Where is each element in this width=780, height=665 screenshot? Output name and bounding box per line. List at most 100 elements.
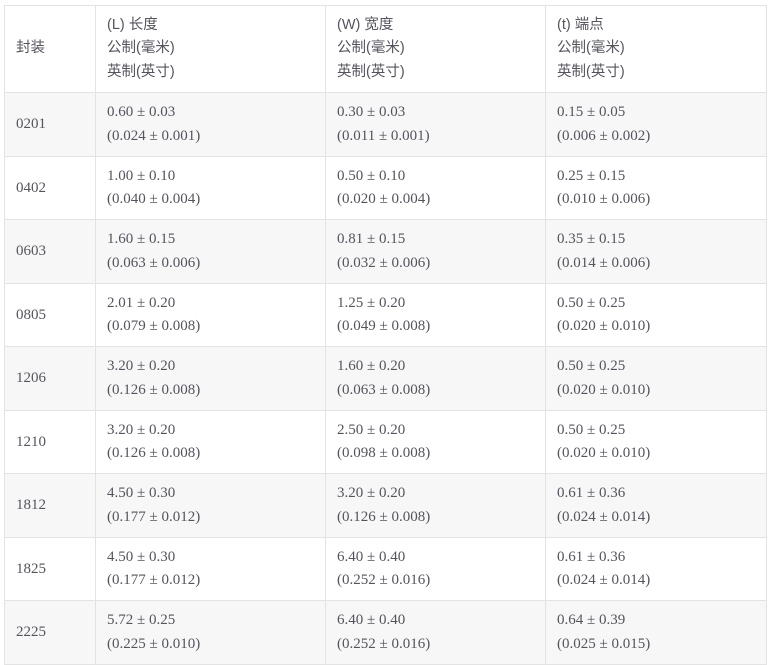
column-header-width-title: (W) 宽度	[337, 17, 394, 33]
cell-package: 2225	[4, 600, 96, 665]
cell-terminal-imperial: (0.024 ± 0.014)	[557, 508, 651, 525]
cell-package: 1210	[4, 409, 96, 475]
cell-width: 1.25 ± 0.20 (0.049 ± 0.008)	[325, 282, 546, 348]
cell-width-imperial: (0.011 ± 0.001)	[337, 127, 430, 144]
cell-terminal-metric: 0.15 ± 0.05	[557, 104, 626, 121]
cell-length-imperial: (0.126 ± 0.008)	[107, 445, 201, 462]
cell-width-metric: 0.81 ± 0.15	[337, 231, 406, 248]
cell-length-metric: 4.50 ± 0.30	[107, 548, 176, 565]
cell-terminal: 0.50 ± 0.25 (0.020 ± 0.010)	[545, 409, 767, 475]
column-header-width-imperial: 英制(英寸)	[337, 63, 405, 80]
cell-width: 1.60 ± 0.20 (0.063 ± 0.008)	[325, 346, 546, 411]
cell-width-imperial: (0.098 ± 0.008)	[337, 445, 431, 462]
cell-width: 6.40 ± 0.40 (0.252 ± 0.016)	[325, 600, 546, 665]
cell-length: 1.60 ± 0.15 (0.063 ± 0.006)	[95, 219, 326, 284]
cell-length-imperial: (0.063 ± 0.006)	[107, 254, 201, 271]
cell-terminal-metric: 0.25 ± 0.15	[557, 167, 626, 184]
table-row: 2225 5.72 ± 0.25 (0.225 ± 0.010) 6.40 ± …	[4, 600, 767, 665]
table-row: 0603 1.60 ± 0.15 (0.063 ± 0.006) 0.81 ± …	[4, 219, 767, 284]
column-header-terminal-title: (t) 端点	[557, 17, 604, 33]
cell-terminal-metric: 0.64 ± 0.39	[557, 612, 626, 629]
cell-width-metric: 0.30 ± 0.03	[337, 104, 406, 121]
cell-terminal: 0.61 ± 0.36 (0.024 ± 0.014)	[545, 473, 767, 538]
cell-length-imperial: (0.126 ± 0.008)	[107, 381, 201, 398]
cell-width-imperial: (0.020 ± 0.004)	[337, 191, 431, 208]
table-header: 封装 (L) 长度 公制(毫米) 英制(英寸) (W) 宽度 公制(毫米) 英制…	[4, 4, 767, 94]
cell-length-imperial: (0.177 ± 0.012)	[107, 508, 201, 525]
cell-terminal-imperial: (0.006 ± 0.002)	[557, 127, 651, 144]
column-header-length-metric: 公制(毫米)	[107, 40, 175, 57]
cell-terminal: 0.50 ± 0.25 (0.020 ± 0.010)	[545, 346, 767, 411]
cell-width: 0.81 ± 0.15 (0.032 ± 0.006)	[325, 219, 546, 284]
cell-package: 0402	[4, 155, 96, 221]
cell-length: 3.20 ± 0.20 (0.126 ± 0.008)	[95, 346, 326, 411]
cell-width: 3.20 ± 0.20 (0.126 ± 0.008)	[325, 473, 546, 538]
cell-length: 5.72 ± 0.25 (0.225 ± 0.010)	[95, 600, 326, 665]
cell-width-metric: 1.25 ± 0.20	[337, 294, 406, 311]
cell-package: 1812	[4, 473, 96, 538]
column-header-package-label: 封装	[16, 40, 45, 57]
cell-width: 0.30 ± 0.03 (0.011 ± 0.001)	[325, 92, 546, 157]
cell-package: 1825	[4, 536, 96, 602]
cell-length: 4.50 ± 0.30 (0.177 ± 0.012)	[95, 473, 326, 538]
cell-terminal-metric: 0.50 ± 0.25	[557, 358, 626, 375]
cell-width: 0.50 ± 0.10 (0.020 ± 0.004)	[325, 155, 546, 221]
cell-length-imperial: (0.177 ± 0.012)	[107, 572, 201, 589]
cell-terminal: 0.25 ± 0.15 (0.010 ± 0.006)	[545, 155, 767, 221]
cell-terminal: 0.15 ± 0.05 (0.006 ± 0.002)	[545, 92, 767, 157]
cell-width-imperial: (0.252 ± 0.016)	[337, 572, 431, 589]
column-header-terminal-metric: 公制(毫米)	[557, 40, 625, 57]
column-header-package: 封装	[4, 4, 96, 94]
table-row: 1210 3.20 ± 0.20 (0.126 ± 0.008) 2.50 ± …	[4, 409, 767, 475]
cell-length-metric: 3.20 ± 0.20	[107, 421, 176, 438]
cell-length-metric: 3.20 ± 0.20	[107, 358, 176, 375]
table-row: 0402 1.00 ± 0.10 (0.040 ± 0.004) 0.50 ± …	[4, 155, 767, 221]
cell-package: 0603	[4, 219, 96, 284]
cell-length: 2.01 ± 0.20 (0.079 ± 0.008)	[95, 282, 326, 348]
table-row: 0201 0.60 ± 0.03 (0.024 ± 0.001) 0.30 ± …	[4, 92, 767, 157]
cell-terminal-imperial: (0.020 ± 0.010)	[557, 381, 651, 398]
cell-package: 0201	[4, 92, 96, 157]
table-row: 1812 4.50 ± 0.30 (0.177 ± 0.012) 3.20 ± …	[4, 473, 767, 538]
table-row: 1206 3.20 ± 0.20 (0.126 ± 0.008) 1.60 ± …	[4, 346, 767, 411]
cell-terminal-metric: 0.50 ± 0.25	[557, 421, 626, 438]
cell-width-imperial: (0.063 ± 0.008)	[337, 381, 431, 398]
column-header-terminal-imperial: 英制(英寸)	[557, 63, 625, 80]
package-dimensions-table-container: 封装 (L) 长度 公制(毫米) 英制(英寸) (W) 宽度 公制(毫米) 英制…	[4, 4, 767, 665]
cell-length: 1.00 ± 0.10 (0.040 ± 0.004)	[95, 155, 326, 221]
cell-width-metric: 2.50 ± 0.20	[337, 421, 406, 438]
cell-length-imperial: (0.225 ± 0.010)	[107, 635, 201, 652]
cell-package: 1206	[4, 346, 96, 411]
cell-package: 0805	[4, 282, 96, 348]
cell-terminal-metric: 0.61 ± 0.36	[557, 548, 626, 565]
column-header-width-metric: 公制(毫米)	[337, 40, 405, 57]
cell-width-imperial: (0.032 ± 0.006)	[337, 254, 431, 271]
table-header-row: 封装 (L) 长度 公制(毫米) 英制(英寸) (W) 宽度 公制(毫米) 英制…	[4, 4, 767, 94]
cell-width-metric: 6.40 ± 0.40	[337, 612, 406, 629]
cell-length-metric: 5.72 ± 0.25	[107, 612, 176, 629]
cell-length-imperial: (0.079 ± 0.008)	[107, 318, 201, 335]
cell-width-metric: 3.20 ± 0.20	[337, 485, 406, 502]
cell-width-imperial: (0.126 ± 0.008)	[337, 508, 431, 525]
column-header-width: (W) 宽度 公制(毫米) 英制(英寸)	[325, 4, 546, 94]
cell-length-imperial: (0.024 ± 0.001)	[107, 127, 201, 144]
cell-length-metric: 1.00 ± 0.10	[107, 167, 176, 184]
column-header-terminal: (t) 端点 公制(毫米) 英制(英寸)	[545, 4, 767, 94]
column-header-length: (L) 长度 公制(毫米) 英制(英寸)	[95, 4, 326, 94]
cell-terminal-imperial: (0.020 ± 0.010)	[557, 445, 651, 462]
cell-terminal: 0.61 ± 0.36 (0.024 ± 0.014)	[545, 536, 767, 602]
cell-length-metric: 1.60 ± 0.15	[107, 231, 176, 248]
cell-length-metric: 0.60 ± 0.03	[107, 104, 176, 121]
cell-terminal: 0.35 ± 0.15 (0.014 ± 0.006)	[545, 219, 767, 284]
cell-terminal: 0.64 ± 0.39 (0.025 ± 0.015)	[545, 600, 767, 665]
cell-width-metric: 6.40 ± 0.40	[337, 548, 406, 565]
cell-terminal-imperial: (0.014 ± 0.006)	[557, 254, 651, 271]
cell-terminal-imperial: (0.020 ± 0.010)	[557, 318, 651, 335]
cell-terminal-imperial: (0.024 ± 0.014)	[557, 572, 651, 589]
column-header-length-imperial: 英制(英寸)	[107, 63, 175, 80]
cell-terminal-metric: 0.61 ± 0.36	[557, 485, 626, 502]
cell-width-imperial: (0.049 ± 0.008)	[337, 318, 431, 335]
cell-width: 2.50 ± 0.20 (0.098 ± 0.008)	[325, 409, 546, 475]
cell-length-imperial: (0.040 ± 0.004)	[107, 191, 201, 208]
cell-width-metric: 0.50 ± 0.10	[337, 167, 406, 184]
